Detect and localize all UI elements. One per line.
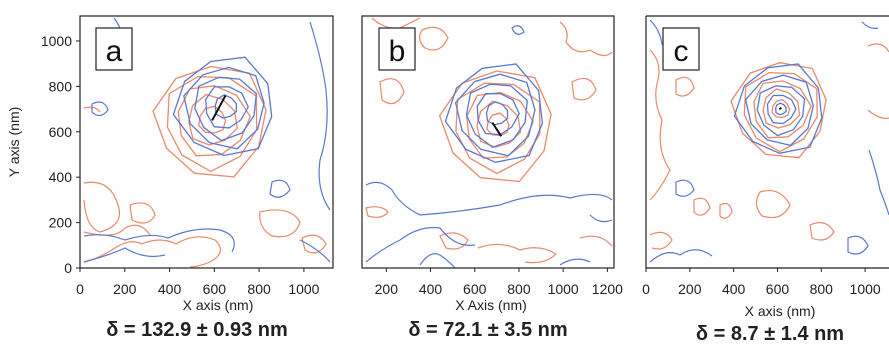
panel-c-contour-1-1 [766, 94, 797, 125]
panel-a-contour-1-1 [205, 86, 249, 129]
panel-b-x-axis-label: X Axis (nm) [455, 297, 527, 313]
panel-a-x-tick-label-0: 0 [76, 281, 84, 297]
panel-c-contour-1-3 [744, 74, 814, 147]
panel-b-contour-1-0 [485, 100, 509, 126]
panel-a-plot-frame [79, 15, 334, 269]
panel-b-x-tick-label-4: 1000 [548, 281, 579, 297]
panel-a-x-tick-label-3: 600 [203, 281, 227, 297]
panel-c-contour-1-0 [774, 102, 787, 116]
panel-b-label: b [389, 35, 406, 68]
panel-c-delta: δ = 8.7 ± 1.4 nm [696, 323, 844, 345]
panel-b-x-tick-label-1: 400 [419, 281, 443, 297]
panel-a-x-tick-label-2: 400 [158, 281, 182, 297]
panel-a-contours [152, 56, 273, 178]
panel-c-label-box [662, 27, 700, 71]
panel-a-y-axis-label: Y axis (nm) [6, 107, 22, 178]
panel-b-ticks: 200 400 600 800 1000 1200 [375, 268, 623, 297]
panel-c-contour-0-3 [743, 71, 818, 153]
panel-b-x-tick-label-3: 800 [507, 281, 531, 297]
panel-c-x-tick-label-3: 600 [766, 281, 790, 297]
panel-b: b 200 400 600 800 1000 1200 X Axis (nm) δ = 7… [361, 15, 623, 341]
panel-a-contour-0-2 [177, 85, 251, 157]
panel-c-x-tick-label-1: 200 [678, 281, 702, 297]
panel-a: a 0 200 400 600 800 1000 0 200 400 600 800 1000 Y a… [6, 15, 334, 341]
panel-c: c 0 200 400 600 800 1000 X axis (nm) δ = 8.7 … [642, 15, 889, 345]
panel-a-y-tick-label-1: 200 [49, 215, 73, 231]
panel-a-y-tick-label-3: 600 [49, 124, 73, 140]
panel-a-delta: δ = 132.9 ± 0.93 nm [106, 319, 288, 341]
panel-a-y-tick-label-2: 400 [49, 169, 73, 185]
panel-c-displacement-line [778, 107, 782, 110]
panel-c-ticks: 0 200 400 600 800 1000 [642, 268, 881, 297]
panel-b-delta: δ = 72.1 ± 3.5 nm [408, 319, 567, 341]
panel-a-label-box [95, 27, 133, 71]
panel-a-y-tick-label-0: 0 [64, 260, 72, 276]
panel-a-displacement-line [211, 94, 227, 121]
panel-b-contour-0-4 [438, 70, 552, 183]
panel-b-contour-0-3 [455, 82, 541, 175]
panel-b-displacement-line [491, 122, 503, 137]
panel-a-contour-1-0 [214, 94, 238, 119]
panel-a-noise-contours [83, 17, 331, 268]
panel-a-y-tick-label-5: 1000 [41, 33, 72, 49]
panel-c-x-tick-label-0: 0 [642, 281, 650, 297]
panel-b-contour-1-1 [476, 92, 520, 136]
panel-c-contour-1-4 [733, 63, 823, 154]
panel-c-contour-0-0 [771, 98, 791, 119]
panel-a-y-tick-label-4: 800 [49, 78, 73, 94]
panel-a-x-tick-label-5: 1000 [288, 281, 319, 297]
panel-b-contours [438, 63, 552, 183]
panel-c-label: c [674, 35, 689, 68]
panel-a-contour-1-4 [172, 56, 273, 157]
panel-a-contour-1-2 [194, 76, 258, 142]
panel-c-contour-0-1 [762, 88, 801, 129]
panel-a-label: a [106, 35, 123, 68]
panel-b-x-tick-label-2: 600 [463, 281, 487, 297]
panel-c-x-tick-label-5: 1000 [850, 281, 881, 297]
panel-b-x-tick-label-5: 1200 [592, 281, 623, 297]
panel-b-contour-1-4 [444, 63, 544, 163]
panel-c-x-tick-label-2: 400 [722, 281, 746, 297]
panel-a-contour-0-1 [188, 93, 238, 146]
panel-c-contour-0-4 [730, 62, 827, 159]
panel-c-contours [730, 62, 827, 159]
panel-c-x-tick-label-4: 800 [810, 281, 834, 297]
panel-a-contour-0-4 [152, 65, 267, 178]
panel-b-contour-1-2 [465, 83, 528, 149]
panel-a-x-axis-label: X axis (nm) [183, 297, 254, 313]
panel-c-contour-1-2 [756, 85, 806, 137]
panel-a-x-tick-label-1: 200 [113, 281, 137, 297]
panel-b-contour-0-0 [486, 112, 510, 137]
panel-a-x-tick-label-4: 800 [247, 281, 271, 297]
panel-a-ticks: 0 200 400 600 800 1000 0 200 400 600 800 1000 [41, 33, 320, 297]
panel-c-x-axis-label: X axis (nm) [745, 303, 816, 319]
panel-b-x-tick-label-0: 200 [375, 281, 399, 297]
panel-c-contour-0-2 [753, 80, 812, 139]
panel-b-label-box [378, 27, 416, 71]
panel-a-contour-1-3 [183, 66, 265, 150]
panel-b-contour-1-3 [454, 73, 536, 157]
panel-b-plot-frame [361, 15, 615, 269]
panel-b-contour-0-2 [466, 91, 534, 159]
panel-b-contour-0-1 [476, 100, 522, 148]
